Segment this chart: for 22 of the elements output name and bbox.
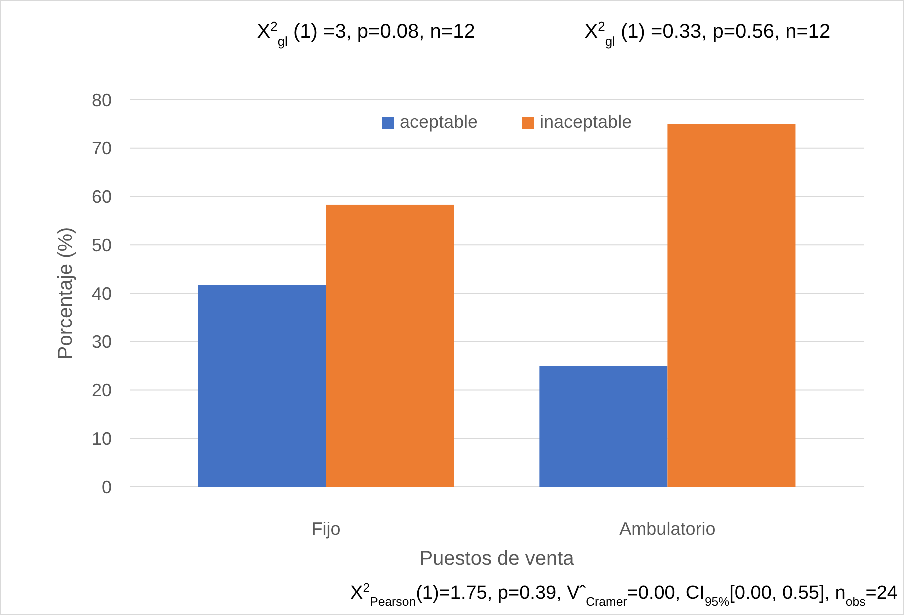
bar: [198, 285, 326, 487]
y-tick-label: 0: [102, 477, 112, 498]
x-tick-label: Fijo: [312, 519, 341, 539]
x-axis-title: Puestos de venta: [420, 548, 576, 570]
text: X$^{2}$$_{Pearson}$(1)=1.75, p=0.39, Vˆ$_{Cramer}$=0.00, CI$_{95%}$[0.00, 0.55], n$_{obs}$=24: [350, 581, 898, 609]
x-tick-label: Ambulatorio: [620, 519, 716, 539]
y-tick-label: 30: [92, 332, 112, 352]
y-tick-label: 40: [92, 284, 112, 304]
bar: [540, 366, 668, 487]
text: X$^{2}$$_{gl}$ (1) =3, p=0.08, n=12: [257, 18, 476, 48]
legend-label: aceptable: [400, 112, 478, 132]
y-tick-label: 70: [92, 138, 112, 159]
bar: [326, 204, 454, 487]
y-tick-label: 60: [92, 187, 112, 208]
bar: [668, 124, 796, 487]
y-axis-title: Porcentaje (%): [55, 227, 77, 360]
y-tick-label: 80: [92, 90, 112, 110]
y-tick-label: 10: [92, 428, 112, 449]
y-tick-label: 50: [92, 235, 112, 256]
legend-label: inaceptable: [540, 112, 632, 132]
y-tick-label: 20: [92, 380, 112, 401]
text: X$^{2}$$_{gl}$ (1) =0.33, p=0.56, n=12: [584, 18, 831, 48]
